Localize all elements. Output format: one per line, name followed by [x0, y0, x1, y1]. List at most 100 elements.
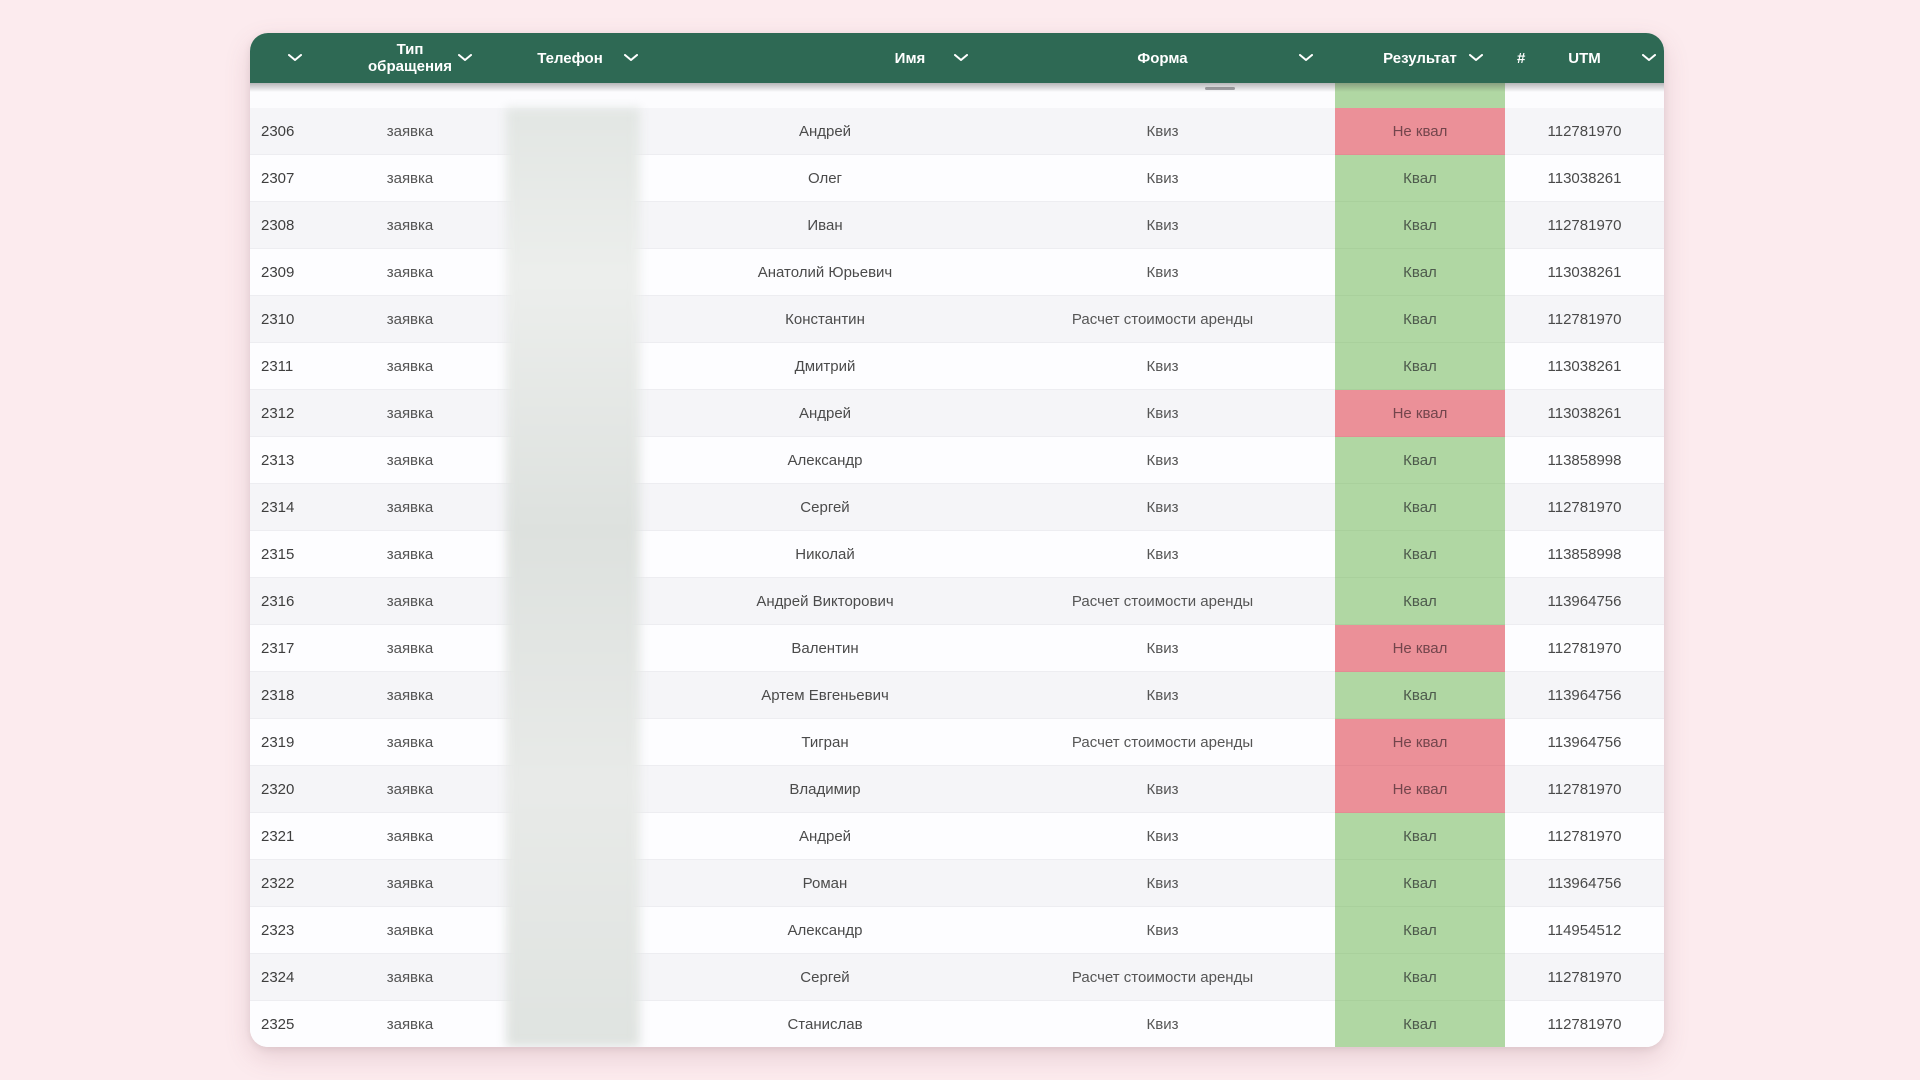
cell-id: 2320 — [250, 766, 340, 813]
cell-utm: 113964756 — [1505, 860, 1664, 907]
header-form-column[interactable]: Форма — [990, 33, 1335, 83]
header-type-column[interactable]: Тип обращения — [340, 33, 480, 83]
cell-id: 2314 — [250, 484, 340, 531]
table-row[interactable]: 2306 заявка Андрей Квиз Не квал 112781970 — [250, 108, 1664, 155]
cell-result: Не квал — [1335, 625, 1505, 672]
cell-utm: 113038261 — [1505, 343, 1664, 390]
cell-name: Сергей — [660, 484, 990, 531]
table-body: 2306 заявка Андрей Квиз Не квал 112781970 2307… — [250, 83, 1664, 1047]
cell-form: Квиз — [990, 766, 1335, 813]
cell-id: 2321 — [250, 813, 340, 860]
cell-utm: 112781970 — [1505, 108, 1664, 155]
chevron-down-icon[interactable] — [954, 54, 968, 62]
cell-utm: 112781970 — [1505, 954, 1664, 1001]
header-result-label: Результат — [1383, 49, 1457, 67]
cell-result: Не квал — [1335, 108, 1505, 155]
header-utm-column[interactable]: # UTM — [1505, 33, 1664, 83]
cell-name: Валентин — [660, 625, 990, 672]
cell-utm: 113038261 — [1505, 249, 1664, 296]
cell-name: Андрей Викторович — [660, 578, 990, 625]
cell-id: 2318 — [250, 672, 340, 719]
header-type-label: Тип обращения — [368, 40, 452, 75]
header-phone-label: Телефон — [537, 49, 603, 67]
cell-result: Квал — [1335, 1001, 1505, 1047]
partial-row-text-fragment — [1205, 87, 1235, 90]
cell-form: Квиз — [990, 625, 1335, 672]
cell-type: заявка — [340, 954, 480, 1001]
partial-row — [250, 83, 1664, 108]
chevron-down-icon[interactable] — [1642, 54, 1656, 62]
table-row[interactable]: 2310 заявка Константин Расчет стоимости аре… — [250, 296, 1664, 343]
table-header: Тип обращения Телефон Имя Форма Результа… — [250, 33, 1664, 83]
cell-form: Квиз — [990, 484, 1335, 531]
cell-type: заявка — [340, 343, 480, 390]
table-row[interactable]: 2311 заявка Дмитрий Квиз Квал 113038261 — [250, 343, 1664, 390]
cell-result: Не квал — [1335, 766, 1505, 813]
cell-name: Олег — [660, 155, 990, 202]
cell-result: Квал — [1335, 672, 1505, 719]
cell-name: Артем Евгеньевич — [660, 672, 990, 719]
header-name-label: Имя — [894, 49, 926, 67]
cell-id: 2311 — [250, 343, 340, 390]
cell-utm: 113038261 — [1505, 155, 1664, 202]
cell-form: Квиз — [990, 108, 1335, 155]
table-row[interactable]: 2317 заявка Валентин Квиз Не квал 112781970 — [250, 625, 1664, 672]
table-row[interactable]: 2319 заявка Тигран Расчет стоимости аренды Н… — [250, 719, 1664, 766]
cell-result: Квал — [1335, 954, 1505, 1001]
cell-utm: 112781970 — [1505, 1001, 1664, 1047]
cell-result: Квал — [1335, 296, 1505, 343]
cell-form: Расчет стоимости аренды — [990, 719, 1335, 766]
table-row[interactable]: 2309 заявка Анатолий Юрьевич Квиз Квал 113038… — [250, 249, 1664, 296]
cell-name: Андрей — [660, 813, 990, 860]
table-row[interactable]: 2315 заявка Николай Квиз Квал 113858998 — [250, 531, 1664, 578]
table-row[interactable]: 2325 заявка Станислав Квиз Квал 112781970 — [250, 1001, 1664, 1047]
table-row[interactable]: 2321 заявка Андрей Квиз Квал 112781970 — [250, 813, 1664, 860]
header-phone-column[interactable]: Телефон — [480, 33, 660, 83]
table-row[interactable]: 2312 заявка Андрей Квиз Не квал 113038261 — [250, 390, 1664, 437]
table-row[interactable]: 2324 заявка Сергей Расчет стоимости аренды К… — [250, 954, 1664, 1001]
chevron-down-icon[interactable] — [458, 54, 472, 62]
cell-result: Квал — [1335, 531, 1505, 578]
cell-name: Александр — [660, 437, 990, 484]
cell-type: заявка — [340, 249, 480, 296]
table-row[interactable]: 2316 заявка Андрей Викторович Расчет стоимо… — [250, 578, 1664, 625]
cell-utm: 112781970 — [1505, 202, 1664, 249]
cell-utm: 112781970 — [1505, 766, 1664, 813]
chevron-down-icon[interactable] — [1299, 54, 1313, 62]
table-row[interactable]: 2320 заявка Владимир Квиз Не квал 112781970 — [250, 766, 1664, 813]
chevron-down-icon[interactable] — [624, 54, 638, 62]
header-select-column[interactable] — [250, 33, 340, 83]
header-name-column[interactable]: Имя — [660, 33, 990, 83]
header-result-column[interactable]: Результат — [1335, 33, 1505, 83]
table-row[interactable]: 2314 заявка Сергей Квиз Квал 112781970 — [250, 484, 1664, 531]
cell-result: Не квал — [1335, 719, 1505, 766]
cell-type: заявка — [340, 907, 480, 954]
table-row[interactable]: 2313 заявка Александр Квиз Квал 113858998 — [250, 437, 1664, 484]
cell-form: Квиз — [990, 343, 1335, 390]
cell-type: заявка — [340, 672, 480, 719]
table-row[interactable]: 2322 заявка Роман Квиз Квал 113964756 — [250, 860, 1664, 907]
header-utm-label: UTM — [1568, 49, 1601, 67]
cell-id: 2307 — [250, 155, 340, 202]
cell-name: Александр — [660, 907, 990, 954]
cell-name: Андрей — [660, 390, 990, 437]
cell-id: 2312 — [250, 390, 340, 437]
table-row[interactable]: 2307 заявка Олег Квиз Квал 113038261 — [250, 155, 1664, 202]
cell-id: 2310 — [250, 296, 340, 343]
chevron-down-icon[interactable] — [288, 54, 302, 62]
cell-result: Квал — [1335, 484, 1505, 531]
cell-result: Квал — [1335, 155, 1505, 202]
cell-form: Квиз — [990, 907, 1335, 954]
table-row[interactable]: 2318 заявка Артем Евгеньевич Квиз Квал 113964… — [250, 672, 1664, 719]
cell-name: Владимир — [660, 766, 990, 813]
cell-form: Квиз — [990, 155, 1335, 202]
table-row[interactable]: 2308 заявка Иван Квиз Квал 112781970 — [250, 202, 1664, 249]
cell-id: 2313 — [250, 437, 340, 484]
cell-name: Андрей — [660, 108, 990, 155]
cell-utm: 112781970 — [1505, 484, 1664, 531]
table-row[interactable]: 2323 заявка Александр Квиз Квал 114954512 — [250, 907, 1664, 954]
cell-result: Квал — [1335, 578, 1505, 625]
cell-form: Квиз — [990, 1001, 1335, 1047]
chevron-down-icon[interactable] — [1469, 54, 1483, 62]
cell-utm: 113038261 — [1505, 390, 1664, 437]
